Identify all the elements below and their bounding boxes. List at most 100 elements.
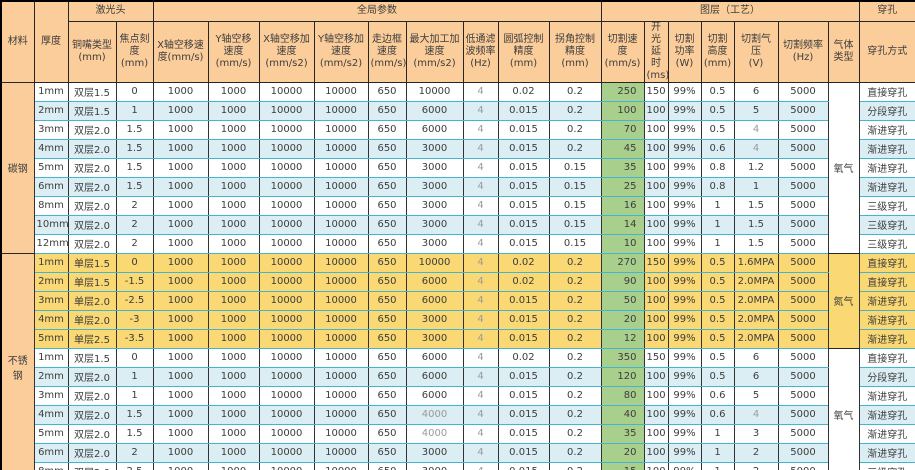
- cut-height-cell[interactable]: 0.5: [700, 100, 735, 121]
- frame-speed-cell[interactable]: 650: [367, 252, 407, 273]
- cut-power-cell[interactable]: 99%: [667, 214, 702, 235]
- cut-pressure-cell[interactable]: 6: [733, 366, 779, 387]
- cut-pressure-cell[interactable]: 1.6MPA: [733, 252, 779, 273]
- col-header-cut-height[interactable]: 切割高度 (mm): [700, 20, 735, 83]
- corner-precision-cell[interactable]: 0.2: [548, 423, 602, 444]
- y-travel-accel-cell[interactable]: 10000: [313, 138, 369, 159]
- lowpass-freq-cell[interactable]: 4: [462, 385, 499, 406]
- arc-precision-cell[interactable]: 0.015: [497, 214, 550, 235]
- cut-freq-cell[interactable]: 5000: [777, 423, 829, 444]
- lowpass-freq-cell[interactable]: 4: [462, 176, 499, 197]
- cut-power-cell[interactable]: 99%: [667, 81, 702, 102]
- corner-precision-cell[interactable]: 0.2: [548, 100, 602, 121]
- arc-precision-cell[interactable]: 0.015: [497, 385, 550, 406]
- laser-on-delay-cell[interactable]: 150: [643, 347, 669, 368]
- frame-speed-cell[interactable]: 650: [367, 461, 407, 470]
- cut-height-cell[interactable]: 0.6: [700, 385, 735, 406]
- y-travel-accel-cell[interactable]: 10000: [313, 385, 369, 406]
- x-travel-accel-cell[interactable]: 10000: [258, 423, 315, 444]
- x-travel-speed-cell[interactable]: 1000: [152, 100, 209, 121]
- y-travel-accel-cell[interactable]: 10000: [313, 81, 369, 102]
- col-header-frame-speed[interactable]: 走边框速度 (mm/s): [367, 20, 407, 83]
- y-travel-accel-cell[interactable]: 10000: [313, 290, 369, 311]
- cut-height-cell[interactable]: 0.5: [700, 309, 735, 330]
- cut-freq-cell[interactable]: 5000: [777, 100, 829, 121]
- laser-on-delay-cell[interactable]: 100: [643, 214, 669, 235]
- group-header-global-params[interactable]: 全局参数: [152, 0, 602, 22]
- laser-on-delay-cell[interactable]: 100: [643, 233, 669, 254]
- x-travel-speed-cell[interactable]: 1000: [152, 290, 209, 311]
- thickness-cell[interactable]: 8mm: [33, 461, 69, 470]
- cut-height-cell[interactable]: 0.5: [700, 271, 735, 292]
- thickness-cell[interactable]: 2mm: [33, 100, 69, 121]
- x-travel-accel-cell[interactable]: 10000: [258, 271, 315, 292]
- x-travel-speed-cell[interactable]: 1000: [152, 271, 209, 292]
- y-travel-accel-cell[interactable]: 10000: [313, 119, 369, 140]
- laser-on-delay-cell[interactable]: 100: [643, 195, 669, 216]
- lowpass-freq-cell[interactable]: 4: [462, 157, 499, 178]
- max-process-accel-cell[interactable]: 6000: [405, 385, 464, 406]
- max-process-accel-cell[interactable]: 6000: [405, 290, 464, 311]
- laser-on-delay-cell[interactable]: 100: [643, 461, 669, 470]
- cut-pressure-cell[interactable]: 2.0MPA: [733, 290, 779, 311]
- cut-power-cell[interactable]: 99%: [667, 157, 702, 178]
- nozzle-type-cell[interactable]: 双层2.0: [67, 157, 117, 178]
- frame-speed-cell[interactable]: 650: [367, 385, 407, 406]
- arc-precision-cell[interactable]: 0.015: [497, 290, 550, 311]
- cut-power-cell[interactable]: 99%: [667, 271, 702, 292]
- x-travel-accel-cell[interactable]: 10000: [258, 385, 315, 406]
- pierce-method-cell[interactable]: 三级穿孔: [858, 195, 915, 216]
- cut-pressure-cell[interactable]: 5: [733, 385, 779, 406]
- cut-pressure-cell[interactable]: 2: [733, 442, 779, 463]
- cut-speed-cell[interactable]: 50: [600, 290, 645, 311]
- cut-pressure-cell[interactable]: 2.0MPA: [733, 328, 779, 349]
- max-process-accel-cell[interactable]: 6000: [405, 100, 464, 121]
- cut-speed-cell[interactable]: 40: [600, 404, 645, 425]
- lowpass-freq-cell[interactable]: 4: [462, 100, 499, 121]
- frame-speed-cell[interactable]: 650: [367, 157, 407, 178]
- cut-speed-cell[interactable]: 35: [600, 423, 645, 444]
- frame-speed-cell[interactable]: 650: [367, 81, 407, 102]
- x-travel-accel-cell[interactable]: 10000: [258, 309, 315, 330]
- cut-freq-cell[interactable]: 5000: [777, 252, 829, 273]
- x-travel-accel-cell[interactable]: 10000: [258, 328, 315, 349]
- corner-precision-cell[interactable]: 0.2: [548, 290, 602, 311]
- laser-on-delay-cell[interactable]: 100: [643, 442, 669, 463]
- cut-freq-cell[interactable]: 5000: [777, 309, 829, 330]
- pierce-method-cell[interactable]: 直接穿孔: [858, 81, 915, 102]
- y-travel-accel-cell[interactable]: 10000: [313, 461, 369, 470]
- thickness-cell[interactable]: 1mm: [33, 252, 69, 273]
- corner-precision-cell[interactable]: 0.2: [548, 309, 602, 330]
- corner-precision-cell[interactable]: 0.2: [548, 252, 602, 273]
- cut-height-cell[interactable]: 0.5: [700, 252, 735, 273]
- y-travel-speed-cell[interactable]: 1000: [207, 461, 260, 470]
- col-header-x-travel-speed[interactable]: X轴空移速度(mm/s): [152, 20, 209, 83]
- cut-pressure-cell[interactable]: 2: [733, 461, 779, 470]
- max-process-accel-cell[interactable]: 3000: [405, 309, 464, 330]
- material-cell[interactable]: 碳钢: [0, 81, 35, 254]
- corner-precision-cell[interactable]: 0.15: [548, 233, 602, 254]
- focus-scale-cell[interactable]: 1: [115, 100, 154, 121]
- cut-height-cell[interactable]: 0.5: [700, 347, 735, 368]
- arc-precision-cell[interactable]: 0.02: [497, 81, 550, 102]
- col-header-thickness[interactable]: 厚度: [33, 0, 69, 83]
- cut-freq-cell[interactable]: 5000: [777, 328, 829, 349]
- frame-speed-cell[interactable]: 650: [367, 309, 407, 330]
- thickness-cell[interactable]: 4mm: [33, 404, 69, 425]
- y-travel-speed-cell[interactable]: 1000: [207, 347, 260, 368]
- pierce-method-cell[interactable]: 渐进穿孔: [858, 423, 915, 444]
- col-header-cut-freq[interactable]: 切割频率 (Hz): [777, 20, 829, 83]
- col-header-cut-pressure[interactable]: 切割气压 (V): [733, 20, 779, 83]
- col-header-lowpass-freq[interactable]: 低通滤波频率 (Hz): [462, 20, 499, 83]
- x-travel-accel-cell[interactable]: 10000: [258, 214, 315, 235]
- group-header-layer-process[interactable]: 图层（工艺）: [600, 0, 860, 22]
- pierce-method-cell[interactable]: 渐进穿孔: [858, 138, 915, 159]
- arc-precision-cell[interactable]: 0.015: [497, 423, 550, 444]
- cut-height-cell[interactable]: 0.6: [700, 138, 735, 159]
- lowpass-freq-cell[interactable]: 4: [462, 461, 499, 470]
- focus-scale-cell[interactable]: 0: [115, 252, 154, 273]
- laser-on-delay-cell[interactable]: 150: [643, 252, 669, 273]
- nozzle-type-cell[interactable]: 双层2.0: [67, 385, 117, 406]
- corner-precision-cell[interactable]: 0.2: [548, 366, 602, 387]
- arc-precision-cell[interactable]: 0.015: [497, 404, 550, 425]
